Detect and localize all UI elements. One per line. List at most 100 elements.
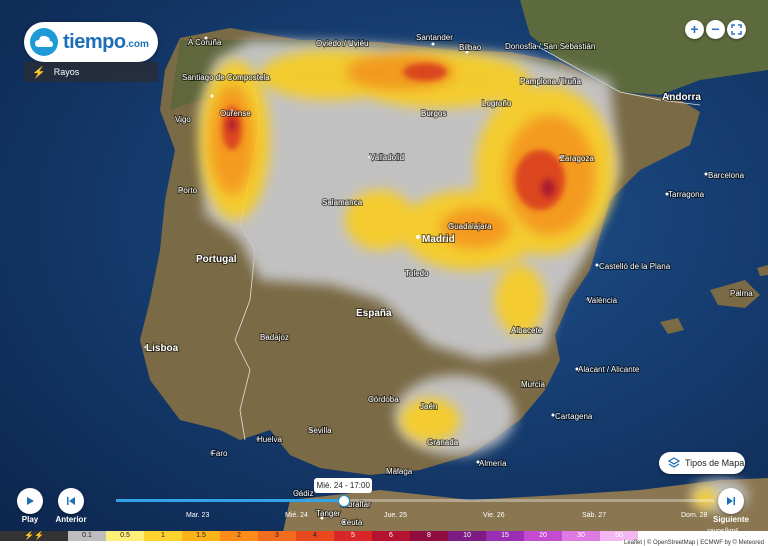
city-label: España <box>356 308 392 319</box>
city-label: Pamplona / Iruña <box>520 77 581 86</box>
legend-step: 2 <box>220 531 258 541</box>
city-label: Toledo <box>405 269 429 278</box>
city-label: Faro <box>211 449 228 458</box>
land-africa <box>280 478 768 546</box>
previous-button[interactable] <box>58 488 84 514</box>
skip-back-icon <box>67 497 75 505</box>
play-label: Play <box>21 515 39 524</box>
city-label: Castelló de la Plana <box>599 262 671 271</box>
city-label: Málaga <box>386 467 413 476</box>
day-label: Vie. 26 <box>483 512 505 519</box>
city-label: Madrid <box>422 234 455 245</box>
skip-forward-icon <box>727 497 735 505</box>
border-spain-france <box>529 41 701 106</box>
city-label: Oviedo / Uviéu <box>316 39 368 48</box>
city-label: Albacete <box>511 326 543 335</box>
city-label: Badajoz <box>260 333 289 342</box>
city-label: Cartagena <box>555 412 593 421</box>
next-button[interactable] <box>718 488 744 514</box>
fullscreen-button[interactable] <box>727 20 746 39</box>
day-label: Dom. 28 <box>681 512 708 519</box>
city-label: Porto <box>178 186 198 195</box>
legend-step: 0.1 <box>68 531 106 541</box>
legend-step: 15 <box>486 531 524 541</box>
timeline-slider[interactable] <box>116 495 714 507</box>
city-label: A Coruña <box>188 38 222 47</box>
city-label: Córdoba <box>368 395 399 404</box>
brand-domain: .com <box>125 39 149 50</box>
city-label: Ceuta <box>341 518 363 527</box>
city-label: Alacant / Alicante <box>578 365 640 374</box>
land-ibiza <box>660 318 684 334</box>
city-label: Huelva <box>257 435 282 444</box>
legend-step: 4 <box>296 531 334 541</box>
day-label: Jue. 25 <box>384 512 407 519</box>
city-label: Palma <box>730 289 753 298</box>
city-label: Barcelona <box>708 171 745 180</box>
city-label: Jaén <box>420 402 437 411</box>
map-types-label: Tipos de Mapa <box>685 458 745 468</box>
play-button[interactable] <box>17 488 43 514</box>
map-types-button[interactable]: Tipos de Mapa <box>659 452 745 474</box>
lightning-density-layer <box>200 40 748 511</box>
next-label: Siguiente <box>712 515 749 524</box>
legend-step: 30 <box>562 531 600 541</box>
map-attribution: Leaflet | © OpenStreetMap | ECMWF by © M… <box>621 540 766 546</box>
color-legend: ⚡⚡ 0.1 0.5 1 1.5 2 3 4 5 6 8 10 15 20 30 50 <box>0 531 768 546</box>
brand-name: tiempo <box>63 30 126 53</box>
city-label: Burgos <box>421 109 446 118</box>
city-label: Santander <box>416 33 453 42</box>
legend-step: 6 <box>372 531 410 541</box>
legend-step: 1.5 <box>182 531 220 541</box>
city-labels: A Coruña Oviedo / Uviéu Santander Bilbao… <box>145 32 754 528</box>
previous-label: Anterior <box>55 515 87 524</box>
current-time-label: Mié. 24 - 17:00 <box>314 478 373 493</box>
city-label: Logroño <box>482 99 512 108</box>
legend-step: 8 <box>410 531 448 541</box>
layer-label: Rayos <box>53 67 80 77</box>
zoom-out-button[interactable]: − <box>706 20 725 39</box>
city-label: Bilbao <box>459 43 482 52</box>
legend-step: 5 <box>334 531 372 541</box>
play-icon <box>27 497 34 505</box>
land-menorca <box>757 265 768 276</box>
logo-cloud-icon <box>30 28 58 56</box>
legend-step: 10 <box>448 531 486 541</box>
city-label: Santiago de Compostela <box>182 73 270 82</box>
city-label: Cádiz <box>293 489 313 498</box>
legend-step: 20 <box>524 531 562 541</box>
expand-icon <box>731 24 742 35</box>
zoom-in-button[interactable]: + <box>685 20 704 39</box>
city-label: Murcia <box>521 380 546 389</box>
city-label: València <box>587 296 618 305</box>
city-label: Guadalajara <box>448 222 492 231</box>
day-label: Sáb. 27 <box>582 512 607 519</box>
legend-lightning-icon: ⚡⚡ <box>0 531 68 541</box>
timeline-progress <box>116 499 344 502</box>
city-label: Tanger <box>316 509 341 518</box>
city-label: Salamanca <box>322 198 363 207</box>
land-mallorca <box>710 280 760 308</box>
city-label: Lisboa <box>146 343 179 354</box>
city-label: Tarragona <box>668 190 705 199</box>
city-label: Andorra <box>662 92 701 103</box>
legend-step: 1 <box>144 531 182 541</box>
city-label: Sevilla <box>308 426 332 435</box>
city-label: Gibraltar <box>340 500 371 509</box>
day-label: Mar. 23 <box>186 512 210 519</box>
city-label: Zaragoza <box>560 154 594 163</box>
layer-selector-rayos[interactable]: ⚡ Rayos <box>24 62 158 82</box>
city-label: Granada <box>427 438 459 447</box>
day-label: Mié. 24 <box>285 512 308 519</box>
city-label: Donostia / San Sebastián <box>505 42 595 51</box>
legend-step: 50 <box>600 531 638 541</box>
city-label: Vigo <box>175 115 191 124</box>
tiempo-logo[interactable]: tiempo .com <box>24 22 158 62</box>
city-label: Almería <box>479 459 507 468</box>
timeline-handle[interactable] <box>338 495 351 507</box>
city-label: Ourense <box>220 109 251 118</box>
legend-step: 0.5 <box>106 531 144 541</box>
city-label: Portugal <box>196 254 237 265</box>
layers-icon <box>668 457 680 468</box>
